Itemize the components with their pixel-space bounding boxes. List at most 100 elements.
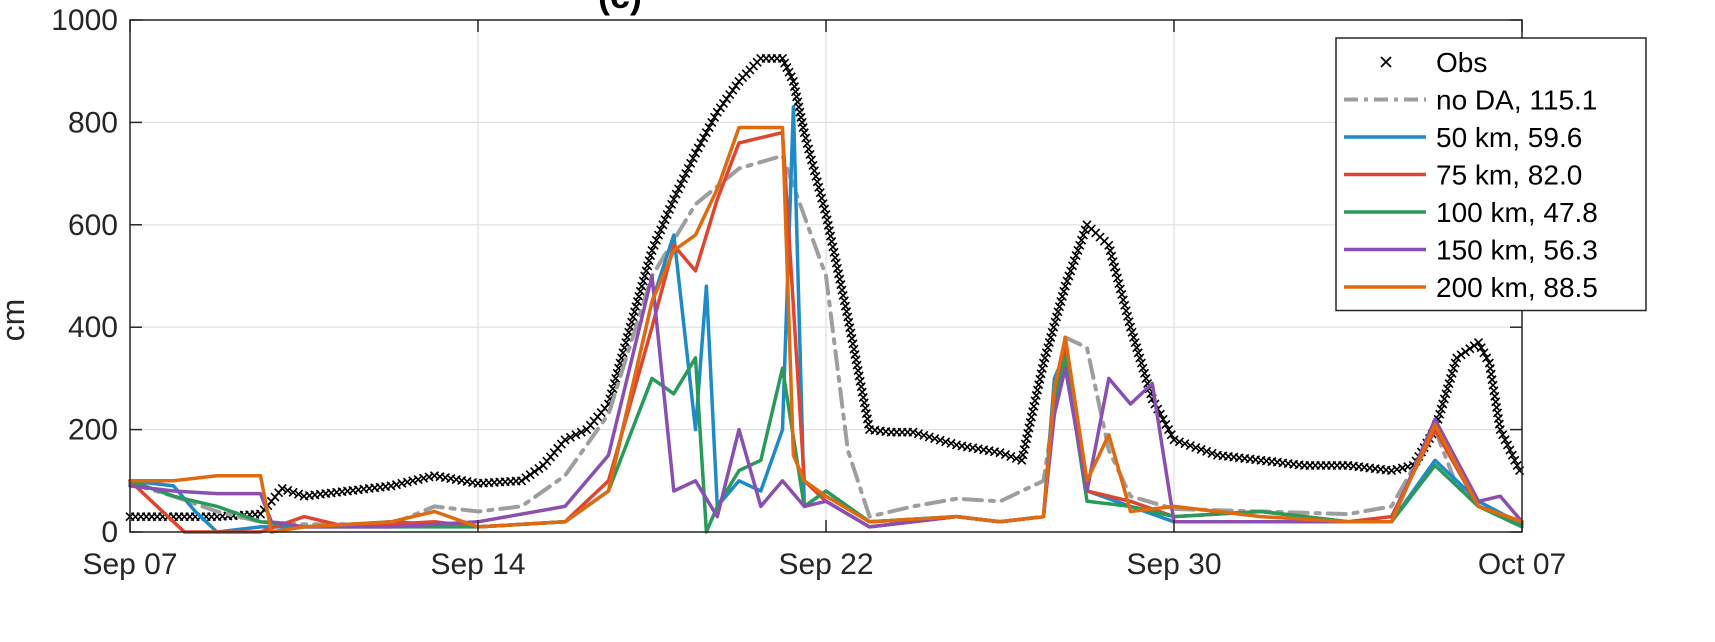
obs-marker	[1071, 250, 1081, 261]
obs-marker	[1018, 450, 1028, 460]
obs-marker	[1436, 404, 1446, 414]
x-tick-label: Sep 30	[1126, 548, 1221, 581]
obs-marker	[1024, 423, 1034, 433]
obs-marker	[576, 427, 586, 437]
obs-marker	[1041, 348, 1051, 358]
obs-marker	[1034, 380, 1044, 390]
obs-marker	[1067, 261, 1078, 271]
obs-marker	[995, 448, 1005, 458]
legend-label-no_da: no DA, 115.1	[1436, 85, 1597, 116]
obs-marker	[1132, 343, 1142, 353]
obs-marker	[641, 266, 651, 276]
obs-marker	[1166, 430, 1176, 440]
obs-marker	[293, 489, 304, 499]
obs-marker	[1502, 440, 1513, 450]
obs-marker	[1442, 384, 1452, 394]
obs-marker	[651, 235, 661, 245]
legend-label-km75: 75 km, 82.0	[1436, 160, 1582, 191]
obs-marker	[799, 128, 809, 138]
obs-marker	[1449, 363, 1459, 373]
obs-marker	[1000, 449, 1011, 460]
obs-marker	[534, 463, 544, 474]
legend-label-km50: 50 km, 59.6	[1436, 122, 1582, 153]
obs-marker	[1392, 464, 1402, 474]
obs-marker	[1064, 271, 1074, 281]
obs-marker	[1479, 348, 1489, 358]
obs-marker	[560, 435, 570, 445]
obs-marker	[664, 204, 674, 215]
obs-marker	[1108, 257, 1118, 267]
obs-marker	[1473, 337, 1484, 348]
obs-marker	[1452, 353, 1462, 363]
obs-marker	[1109, 262, 1120, 272]
obs-marker	[1066, 266, 1076, 276]
obs-marker	[690, 148, 701, 158]
obs-marker	[525, 470, 535, 480]
obs-marker	[1185, 441, 1195, 451]
obs-marker	[288, 487, 298, 497]
obs-marker	[782, 63, 792, 73]
obs-marker	[1141, 373, 1151, 383]
obs-marker	[1019, 444, 1029, 455]
obs-marker	[1115, 284, 1125, 294]
obs-marker	[1035, 374, 1045, 384]
obs-marker	[1112, 273, 1123, 283]
obs-marker	[699, 133, 709, 143]
obs-marker	[1050, 317, 1060, 327]
obs-marker	[277, 483, 287, 494]
obs-marker	[1120, 300, 1130, 310]
obs-marker	[1505, 445, 1515, 455]
legend-obs-marker	[1380, 56, 1392, 68]
obs-marker	[1482, 353, 1492, 363]
obs-marker	[1125, 322, 1136, 332]
obs-marker	[1036, 369, 1046, 379]
obs-marker	[640, 271, 650, 281]
obs-marker	[946, 438, 956, 448]
obs-marker	[631, 302, 641, 312]
obs-marker	[1062, 276, 1072, 286]
obs-marker	[1450, 358, 1460, 368]
obs-marker	[656, 225, 666, 235]
obs-marker	[644, 256, 654, 266]
obs-marker	[1139, 368, 1150, 378]
series-km200-line	[128, 125, 1524, 534]
obs-marker	[1129, 332, 1139, 343]
obs-marker	[635, 286, 645, 296]
obs-marker	[688, 153, 698, 163]
obs-marker	[283, 485, 293, 495]
obs-marker	[819, 204, 830, 214]
obs-marker	[1124, 317, 1134, 327]
obs-marker	[1105, 246, 1115, 256]
obs-marker	[678, 174, 688, 184]
obs-marker	[686, 158, 696, 168]
obs-marker	[1174, 437, 1185, 447]
obs-marker	[681, 169, 691, 179]
obs-marker	[1456, 350, 1466, 360]
obs-marker	[814, 182, 824, 192]
obs-marker	[1476, 343, 1486, 353]
obs-marker	[1053, 307, 1063, 317]
obs-marker	[1069, 256, 1079, 266]
obs-marker	[645, 250, 656, 261]
axes: 0 200 400 600 800 1000 Sep 07 Sep 14 Sep 22 Sep 3…	[51, 4, 1566, 581]
x-tick-label: Oct 07	[1478, 548, 1566, 581]
series-group	[125, 53, 1525, 534]
obs-marker	[1022, 434, 1032, 444]
obs-marker	[1469, 341, 1479, 351]
obs-marker	[1136, 358, 1146, 368]
obs-marker	[621, 337, 631, 348]
obs-marker	[777, 53, 788, 63]
obs-marker	[1114, 278, 1124, 289]
obs-marker	[1049, 322, 1059, 332]
obs-marker	[391, 480, 402, 490]
obs-marker	[618, 348, 628, 358]
obs-marker	[1196, 444, 1206, 455]
obs-marker	[908, 427, 918, 437]
obs-marker	[805, 149, 815, 160]
obs-marker	[1059, 286, 1069, 296]
obs-marker	[1161, 419, 1171, 430]
obs-marker	[1498, 430, 1508, 440]
obs-marker	[930, 433, 940, 444]
obs-marker	[1138, 363, 1148, 373]
obs-marker	[1123, 311, 1133, 321]
